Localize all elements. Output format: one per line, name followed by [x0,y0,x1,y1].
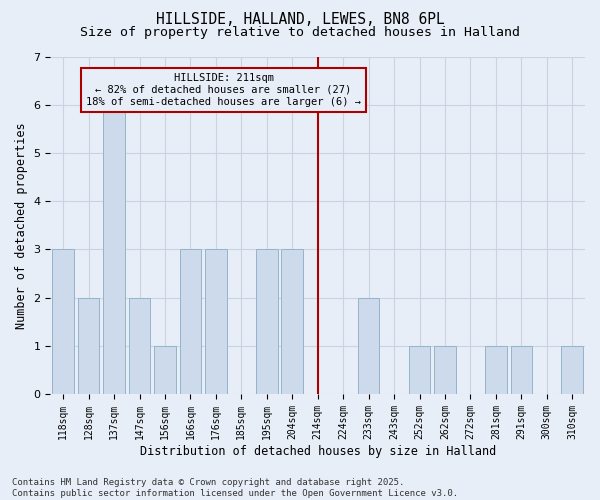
Bar [103,104,125,394]
Y-axis label: Number of detached properties: Number of detached properties [15,122,28,328]
Bar [205,250,227,394]
Bar [78,298,100,394]
Text: HILLSIDE: 211sqm
← 82% of detached houses are smaller (27)
18% of semi-detached : HILLSIDE: 211sqm ← 82% of detached house… [86,74,361,106]
Bar [485,346,507,394]
Text: Contains HM Land Registry data © Crown copyright and database right 2025.
Contai: Contains HM Land Registry data © Crown c… [12,478,458,498]
Bar [409,346,430,394]
Bar [511,346,532,394]
Text: HILLSIDE, HALLAND, LEWES, BN8 6PL: HILLSIDE, HALLAND, LEWES, BN8 6PL [155,12,445,28]
Text: Size of property relative to detached houses in Halland: Size of property relative to detached ho… [80,26,520,39]
Bar [281,250,303,394]
Bar [256,250,278,394]
Bar [358,298,379,394]
Bar [179,250,201,394]
Bar [434,346,456,394]
Bar [562,346,583,394]
Bar [52,250,74,394]
Bar [128,298,151,394]
Bar [154,346,176,394]
X-axis label: Distribution of detached houses by size in Halland: Distribution of detached houses by size … [140,444,496,458]
